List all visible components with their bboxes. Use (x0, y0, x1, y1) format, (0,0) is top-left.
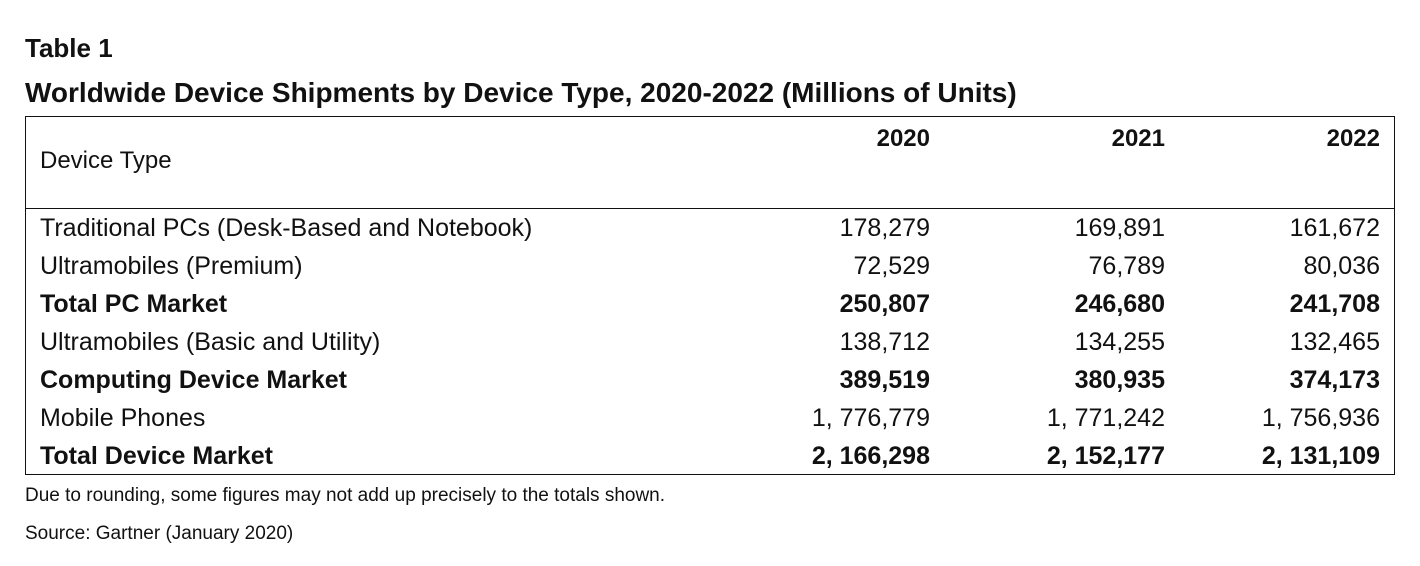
row-label: Total PC Market (40, 290, 228, 318)
table-header: 2020 2021 2022 Device Type (26, 117, 1394, 209)
cell-2020: 2, 166,298 (811, 442, 930, 470)
cell-2021: 380,935 (1074, 366, 1165, 394)
table-row-total: Computing Device Market 389,519 380,935 … (26, 361, 1394, 399)
cell-2022: 374,173 (1289, 366, 1380, 394)
cell-2022: 132,465 (1289, 328, 1380, 356)
source-note: Source: Gartner (January 2020) (25, 523, 294, 544)
cell-2022: 80,036 (1303, 252, 1380, 280)
table-title: Worldwide Device Shipments by Device Typ… (25, 77, 1017, 108)
row-label: Ultramobiles (Premium) (40, 252, 303, 280)
row-label: Mobile Phones (40, 404, 206, 432)
cell-2022: 241,708 (1289, 290, 1380, 318)
header-device-type: Device Type (40, 147, 172, 174)
cell-2022: 1, 756,936 (1261, 404, 1380, 432)
cell-2021: 2, 152,177 (1046, 442, 1165, 470)
table-row: Mobile Phones 1, 776,779 1, 771,242 1, 7… (26, 399, 1394, 437)
table-label: Table 1 (25, 33, 113, 63)
cell-2020: 1, 776,779 (811, 404, 930, 432)
data-table: 2020 2021 2022 Device Type Traditional P… (25, 116, 1395, 475)
table-row: Ultramobiles (Basic and Utility) 138,712… (26, 323, 1394, 361)
cell-2021: 134,255 (1074, 328, 1165, 356)
cell-2020: 389,519 (839, 366, 930, 394)
row-label: Total Device Market (40, 442, 273, 470)
cell-2020: 138,712 (839, 328, 930, 356)
row-label: Ultramobiles (Basic and Utility) (40, 328, 381, 356)
header-year-2021: 2021 (1111, 125, 1165, 152)
row-label: Traditional PCs (Desk-Based and Notebook… (40, 214, 533, 242)
table-row-total: Total PC Market 250,807 246,680 241,708 (26, 285, 1394, 323)
row-label: Computing Device Market (40, 366, 348, 394)
cell-2021: 169,891 (1074, 214, 1165, 242)
table-row: Traditional PCs (Desk-Based and Notebook… (26, 209, 1394, 247)
table-body: Traditional PCs (Desk-Based and Notebook… (26, 209, 1394, 475)
cell-2020: 178,279 (839, 214, 930, 242)
cell-2021: 1, 771,242 (1046, 404, 1165, 432)
cell-2021: 246,680 (1074, 290, 1165, 318)
rounding-note: Due to rounding, some figures may not ad… (25, 485, 666, 506)
header-year-2020: 2020 (876, 125, 930, 152)
table-row: Ultramobiles (Premium) 72,529 76,789 80,… (26, 247, 1394, 285)
cell-2021: 76,789 (1088, 252, 1165, 280)
cell-2020: 250,807 (839, 290, 930, 318)
cell-2020: 72,529 (853, 252, 930, 280)
table-row-total: Total Device Market 2, 166,298 2, 152,17… (26, 437, 1394, 475)
cell-2022: 161,672 (1289, 214, 1380, 242)
cell-2022: 2, 131,109 (1261, 442, 1380, 470)
header-year-2022: 2022 (1326, 125, 1380, 152)
